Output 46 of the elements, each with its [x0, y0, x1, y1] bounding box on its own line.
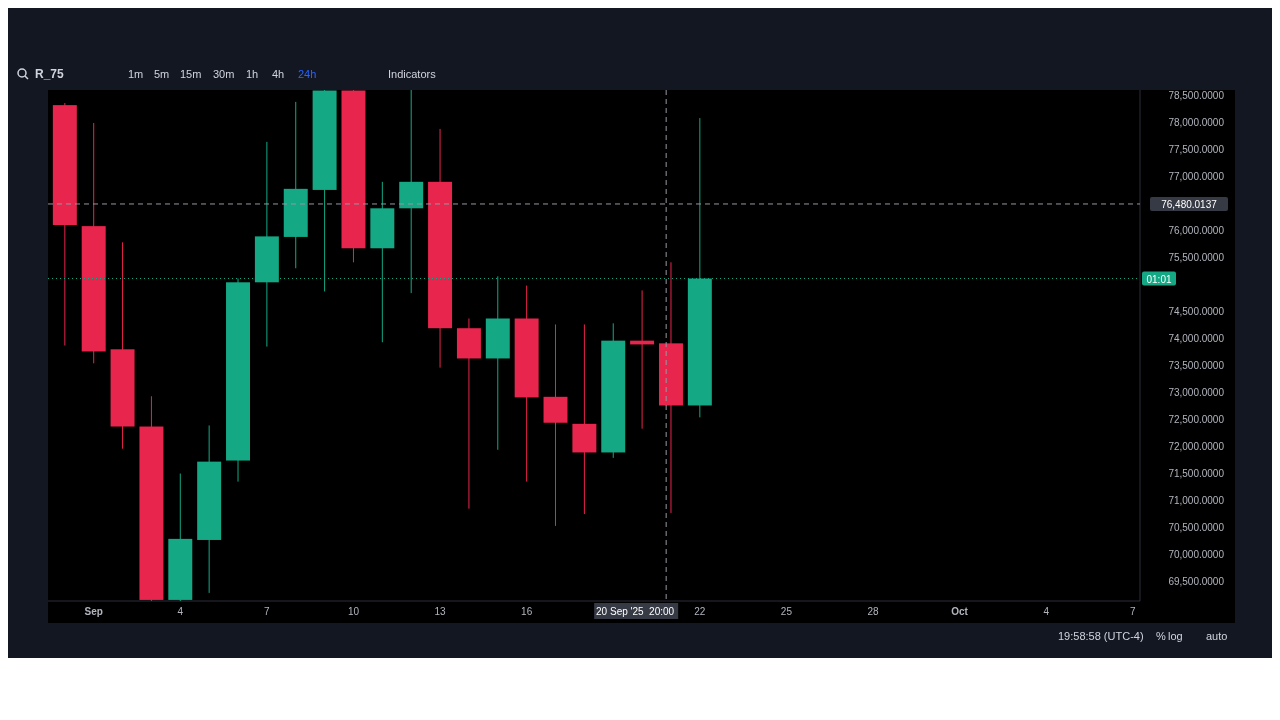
y-tick-label: 71,000.0000 [1168, 494, 1225, 506]
y-tick-label: 77,500.0000 [1168, 143, 1225, 155]
candlestick [543, 323, 568, 527]
text: 30m [213, 68, 235, 80]
text: log [1168, 630, 1183, 642]
y-tick-label: 73,000.0000 [1168, 386, 1225, 398]
y-tick-label: 74,000.0000 [1168, 332, 1225, 344]
annotation: 01:01 [1146, 273, 1172, 285]
x-tick-label: 10 [347, 606, 360, 617]
x-tick-label: 16 [521, 606, 533, 617]
y-tick-label: 78,000.0000 [1168, 116, 1225, 128]
y-tick-label: 70,500.0000 [1168, 522, 1225, 533]
y-tick-label: 78,500.0000 [1168, 89, 1225, 101]
text: Indicators [388, 68, 437, 80]
x-tick-label: 7 [1130, 606, 1136, 617]
chart-title: R_75 [35, 67, 65, 81]
y-tick-label: 72,000.0000 [1168, 440, 1225, 452]
text: 4h [272, 68, 285, 80]
text: 5m [154, 68, 170, 80]
y-tick-label: 75,500.0000 [1168, 251, 1225, 263]
y-tick-label: 77,000.0000 [1168, 170, 1225, 182]
text: 1m [128, 68, 144, 80]
y-tick-label: 72,500.0000 [1168, 413, 1225, 425]
y-tick-label: 74,500.0000 [1168, 305, 1225, 317]
x-tick-label: Oct [951, 606, 969, 617]
x-tick-label: 7 [264, 606, 271, 617]
y-tick-label: 76,000.0000 [1168, 224, 1225, 236]
text: auto [1206, 630, 1228, 642]
ref-line-label: 20 Sep '25 20:00 [596, 606, 675, 617]
x-tick-label: 4 [1043, 606, 1050, 617]
x-tick-label: 25 [780, 606, 793, 617]
ref-line-label: 76,480.0137 [1161, 198, 1218, 210]
text: 19:58:58 (UTC-4) [1058, 630, 1144, 642]
x-tick-label: 13 [434, 606, 447, 617]
text: 15m [180, 68, 202, 80]
text: 24h [298, 68, 317, 80]
y-tick-label: 69,500.0000 [1168, 576, 1225, 588]
y-tick-label: 70,000.0000 [1168, 549, 1225, 561]
x-tick-label: 22 [694, 606, 706, 617]
x-tick-label: Sep [84, 606, 103, 617]
x-tick-label: 4 [177, 606, 184, 617]
x-tick-label: 28 [867, 606, 880, 617]
text: % [1156, 630, 1166, 642]
y-tick-label: 71,500.0000 [1168, 467, 1225, 479]
y-tick-label: 73,500.0000 [1168, 359, 1225, 371]
text: 1h [246, 68, 259, 80]
